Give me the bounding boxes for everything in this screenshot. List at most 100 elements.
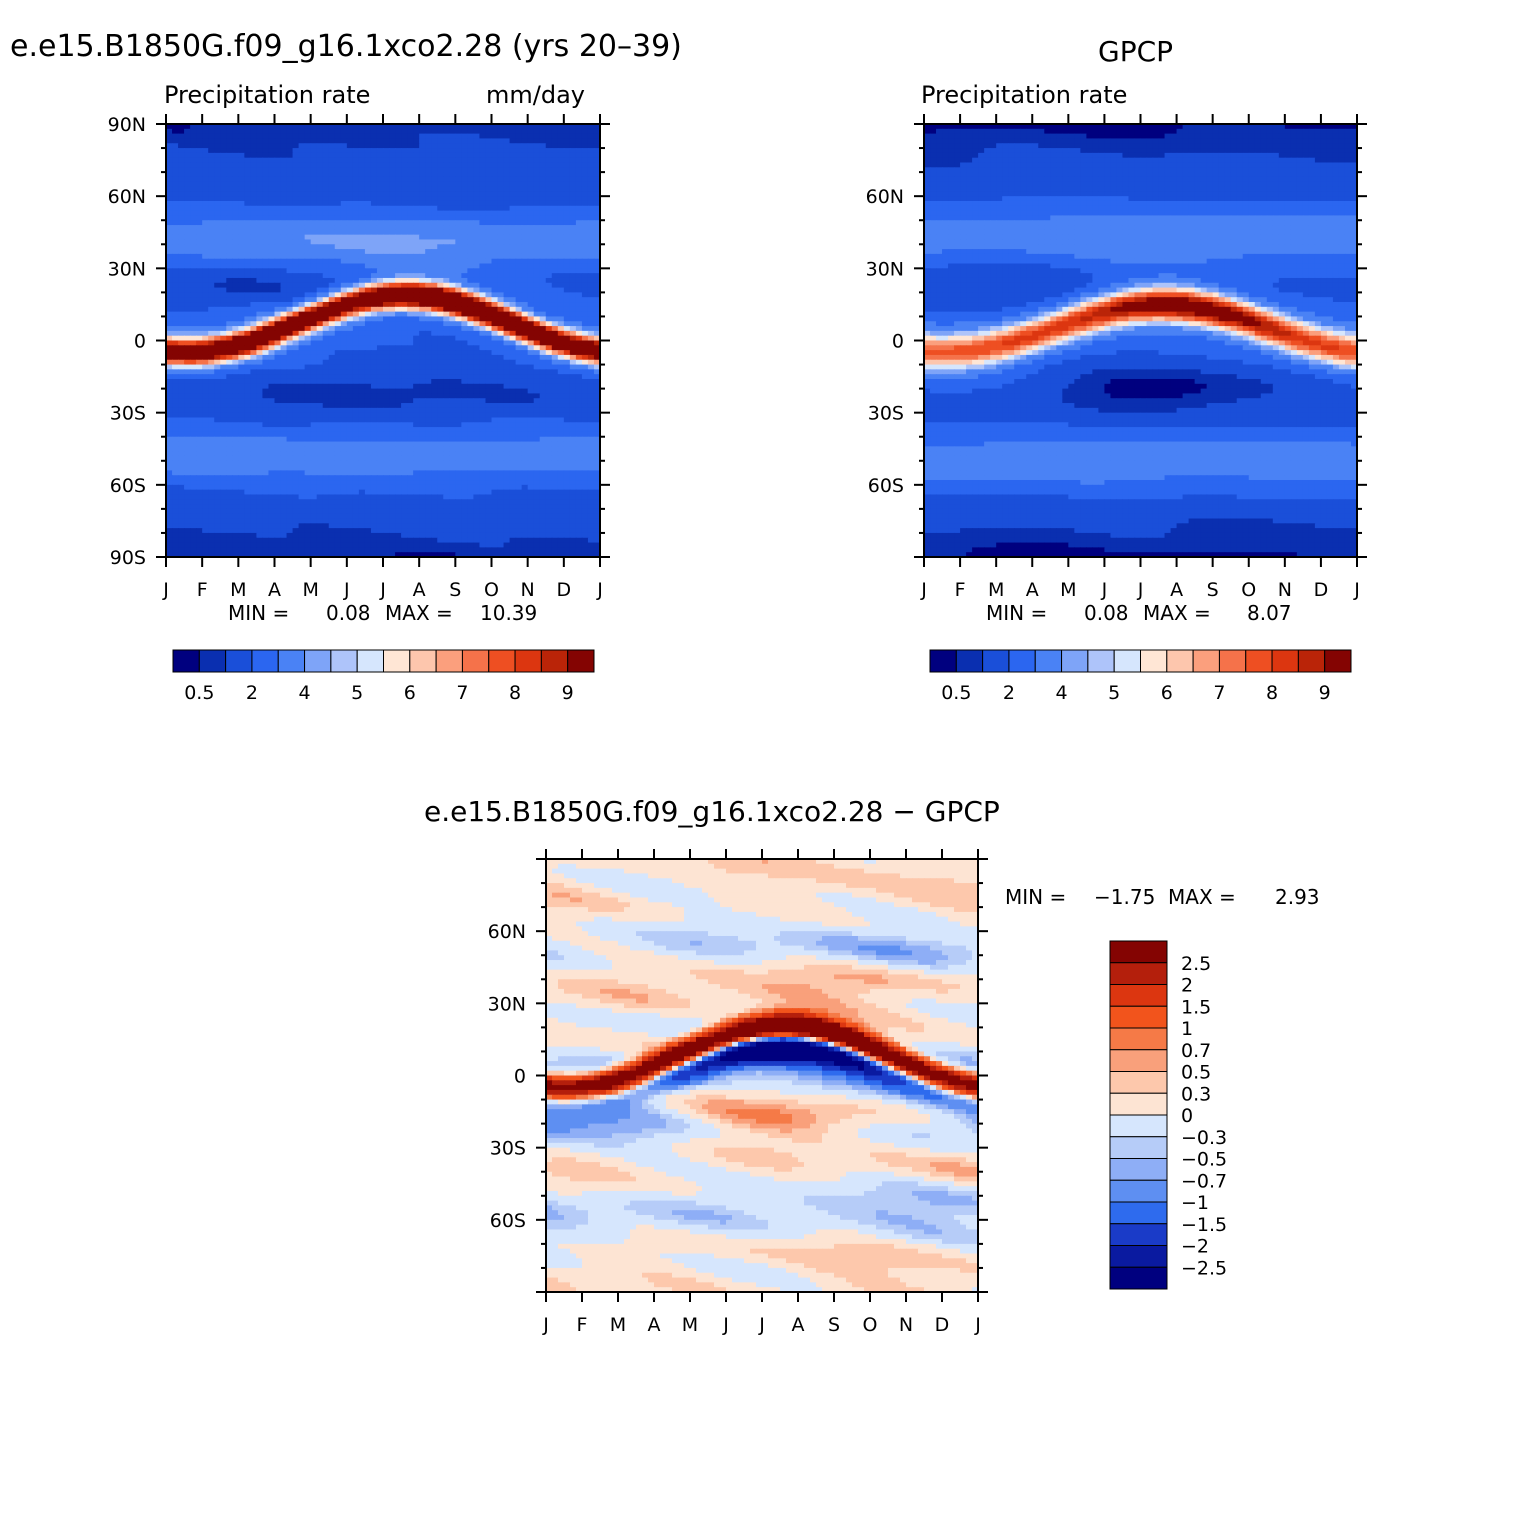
field-cell bbox=[587, 148, 595, 154]
field-cell bbox=[376, 210, 384, 217]
field-cell bbox=[545, 431, 553, 438]
field-cell bbox=[358, 451, 366, 457]
field-cell bbox=[364, 229, 372, 236]
field-cell bbox=[256, 258, 264, 265]
field-cell bbox=[316, 403, 324, 409]
field-cell bbox=[184, 162, 191, 168]
field-cell bbox=[497, 422, 505, 428]
field-cell bbox=[467, 403, 475, 409]
field-cell bbox=[497, 292, 505, 298]
field-cell bbox=[178, 200, 185, 207]
field-cell bbox=[395, 258, 402, 265]
field-cell bbox=[503, 398, 511, 404]
field-cell bbox=[449, 273, 456, 279]
field-cell bbox=[557, 297, 565, 303]
field-cell bbox=[190, 191, 197, 197]
field-cell bbox=[539, 446, 547, 452]
field-cell bbox=[581, 316, 589, 322]
field-cell bbox=[521, 239, 529, 245]
field-cell bbox=[262, 345, 270, 351]
field-cell bbox=[593, 398, 601, 404]
field-cell bbox=[286, 311, 294, 318]
field-cell bbox=[437, 407, 444, 414]
field-cell bbox=[292, 239, 300, 245]
field-cell bbox=[238, 436, 245, 443]
field-cell bbox=[449, 378, 456, 385]
field-cell bbox=[232, 398, 239, 404]
field-cell bbox=[539, 143, 547, 149]
field-cell bbox=[437, 234, 444, 241]
field-cell bbox=[298, 210, 306, 217]
field-cell bbox=[563, 316, 571, 322]
field-cell bbox=[383, 369, 390, 375]
field-cell bbox=[322, 167, 330, 173]
field-cell bbox=[551, 124, 559, 130]
field-cell bbox=[166, 383, 173, 390]
field-cell bbox=[208, 273, 215, 279]
field-cell bbox=[485, 446, 493, 452]
field-cell bbox=[340, 282, 348, 289]
field-cell bbox=[226, 191, 233, 197]
field-cell bbox=[304, 181, 312, 188]
field-cell bbox=[521, 422, 529, 428]
field-cell bbox=[364, 378, 372, 385]
field-cell bbox=[376, 239, 384, 245]
field-cell bbox=[461, 302, 468, 308]
field-cell bbox=[455, 157, 462, 164]
field-cell bbox=[196, 407, 203, 414]
field-cell bbox=[196, 148, 203, 154]
field-cell bbox=[557, 369, 565, 375]
field-cell bbox=[298, 374, 306, 380]
field-cell bbox=[491, 225, 499, 231]
field-cell bbox=[238, 369, 245, 375]
field-cell bbox=[232, 311, 239, 318]
field-cell bbox=[202, 268, 209, 274]
field-cell bbox=[515, 311, 523, 318]
field-cell bbox=[479, 330, 487, 337]
field-cell bbox=[413, 388, 420, 395]
field-cell bbox=[340, 220, 348, 226]
field-cell bbox=[322, 249, 330, 255]
field-cell bbox=[431, 350, 438, 356]
field-cell bbox=[304, 244, 312, 250]
field-cell bbox=[569, 306, 577, 313]
field-cell bbox=[443, 311, 450, 318]
field-cell bbox=[202, 162, 209, 168]
field-cell bbox=[268, 152, 276, 159]
field-cell bbox=[346, 133, 354, 140]
field-cell bbox=[449, 244, 456, 250]
field-cell bbox=[340, 378, 348, 385]
field-cell bbox=[395, 422, 402, 428]
field-cell bbox=[262, 311, 270, 318]
field-cell bbox=[292, 249, 300, 255]
field-cell bbox=[443, 268, 450, 274]
field-cell bbox=[437, 282, 444, 289]
field-cell bbox=[352, 398, 360, 404]
field-cell bbox=[575, 431, 583, 438]
field-cell bbox=[274, 186, 282, 192]
field-cell bbox=[226, 172, 233, 178]
field-cell bbox=[503, 354, 511, 361]
field-cell bbox=[238, 225, 245, 231]
field-cell bbox=[467, 378, 475, 385]
field-cell bbox=[376, 393, 384, 399]
field-cell bbox=[491, 239, 499, 245]
field-cell bbox=[461, 321, 468, 327]
field-cell bbox=[256, 253, 264, 260]
field-cell bbox=[449, 181, 456, 188]
field-cell bbox=[557, 273, 565, 279]
field-cell bbox=[226, 311, 233, 318]
field-cell bbox=[328, 128, 336, 135]
field-cell bbox=[220, 302, 227, 308]
field-cell bbox=[515, 350, 523, 356]
field-cell bbox=[479, 287, 487, 293]
field-cell bbox=[202, 191, 209, 197]
field-cell bbox=[503, 186, 511, 192]
field-cell bbox=[575, 287, 583, 293]
field-cell bbox=[563, 167, 571, 173]
field-cell bbox=[491, 244, 499, 250]
field-cell bbox=[431, 157, 438, 164]
field-cell bbox=[593, 273, 601, 279]
panel1-field bbox=[166, 124, 601, 558]
field-cell bbox=[232, 244, 239, 250]
